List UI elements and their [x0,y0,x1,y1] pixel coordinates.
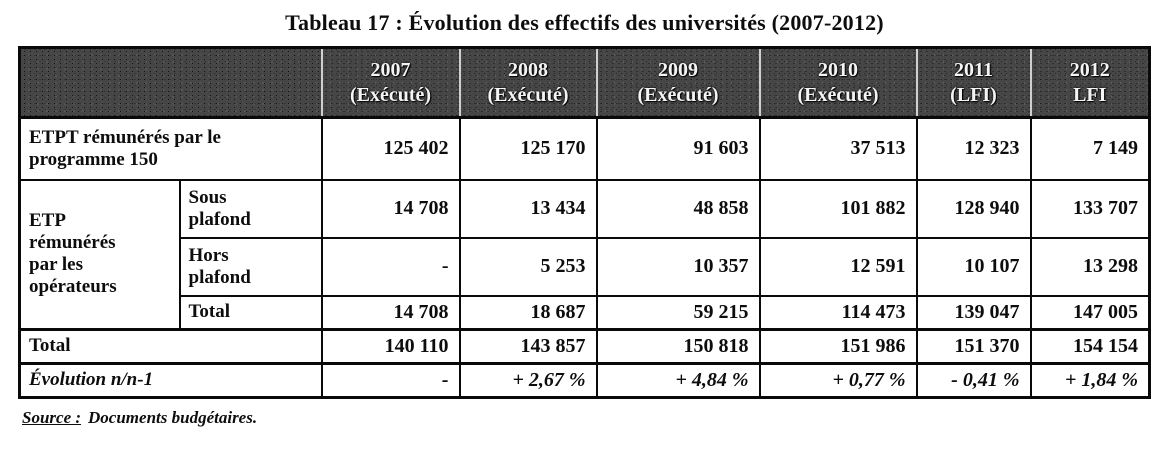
cell-subtotal-2007: 14 708 [320,294,461,330]
cell-total-2007: 140 110 [320,327,461,364]
source-note: Source : Documents budgétaires. [22,408,1151,428]
cell-total-2011: 151 370 [915,327,1032,364]
cell-etpt-2009: 91 603 [595,116,761,181]
cell-hors-2008: 5 253 [458,236,598,297]
cell-sous-2009: 48 858 [595,178,761,239]
cell-evolution-2007: - [320,361,461,398]
cell-hors-2012: 13 298 [1029,236,1151,297]
header-corner-cell [18,46,323,119]
cell-sous-2010: 101 882 [758,178,918,239]
row-evolution-label: Évolution n/n-1 [18,361,323,398]
cell-evolution-2010: + 0,77 % [758,361,918,398]
source-text: Documents budgétaires. [88,407,258,427]
row-hors-plafond: Hors plafond - 5 253 10 357 12 591 10 10… [20,236,1151,297]
row-etpt-label: ETPT rémunérés par le programme 150 [18,116,323,181]
cell-evolution-2009: + 4,84 % [595,361,761,398]
cell-hors-2007: - [320,236,461,297]
row-etp-group-label: ETP rémunérés par les opérateurs [18,178,181,330]
cell-etpt-2007: 125 402 [320,116,461,181]
header-year-2011: 2011 (LFI) [915,46,1032,119]
cell-hors-2011: 10 107 [915,236,1032,297]
header-year-2008: 2008 (Exécuté) [458,46,598,119]
header-year-2012: 2012 LFI [1029,46,1151,119]
cell-sous-2007: 14 708 [320,178,461,239]
cell-subtotal-2010: 114 473 [758,294,918,330]
cell-hors-2009: 10 357 [595,236,761,297]
header-year-2010: 2010 (Exécuté) [758,46,918,119]
header-year-2009: 2009 (Exécuté) [595,46,761,119]
row-sous-plafond-label: Sous plafond [178,178,323,239]
cell-subtotal-2011: 139 047 [915,294,1032,330]
cell-etpt-2008: 125 170 [458,116,598,181]
cell-total-2010: 151 986 [758,327,918,364]
cell-subtotal-2012: 147 005 [1029,294,1151,330]
cell-hors-2010: 12 591 [758,236,918,297]
cell-etpt-2010: 37 513 [758,116,918,181]
row-evolution: Évolution n/n-1 - + 2,67 % + 4,84 % + 0,… [18,361,1151,398]
cell-total-2012: 154 154 [1029,327,1151,364]
row-etp-subtotal-label: Total [178,294,323,330]
table-title: Tableau 17 : Évolution des effectifs des… [285,10,884,35]
cell-evolution-2012: + 1,84 % [1029,361,1151,398]
row-hors-plafond-label: Hors plafond [178,236,323,297]
cell-sous-2008: 13 434 [458,178,598,239]
row-etpt: ETPT rémunérés par le programme 150 125 … [18,116,1151,181]
header-year-2007: 2007 (Exécuté) [320,46,461,119]
cell-etpt-2011: 12 323 [915,116,1032,181]
header-row: 2007 (Exécuté) 2008 (Exécuté) 2009 (Exéc… [18,46,1151,119]
effectifs-table: 2007 (Exécuté) 2008 (Exécuté) 2009 (Exéc… [18,46,1151,399]
row-total: Total 140 110 143 857 150 818 151 986 15… [18,327,1151,364]
source-label: Source : [22,407,82,427]
row-sous-plafond: ETP rémunérés par les opérateurs Sous pl… [18,178,1151,330]
cell-etpt-2012: 7 149 [1029,116,1151,181]
cell-total-2009: 150 818 [595,327,761,364]
cell-evolution-2011: - 0,41 % [915,361,1032,398]
row-total-label: Total [18,327,323,364]
cell-sous-2011: 128 940 [915,178,1032,239]
row-etp-subtotal: Total 14 708 18 687 59 215 114 473 139 0… [20,294,1151,330]
cell-evolution-2008: + 2,67 % [458,361,598,398]
cell-total-2008: 143 857 [458,327,598,364]
cell-subtotal-2008: 18 687 [458,294,598,330]
document-page: Tableau 17 : Évolution des effectifs des… [18,10,1151,428]
cell-sous-2012: 133 707 [1029,178,1151,239]
cell-subtotal-2009: 59 215 [595,294,761,330]
